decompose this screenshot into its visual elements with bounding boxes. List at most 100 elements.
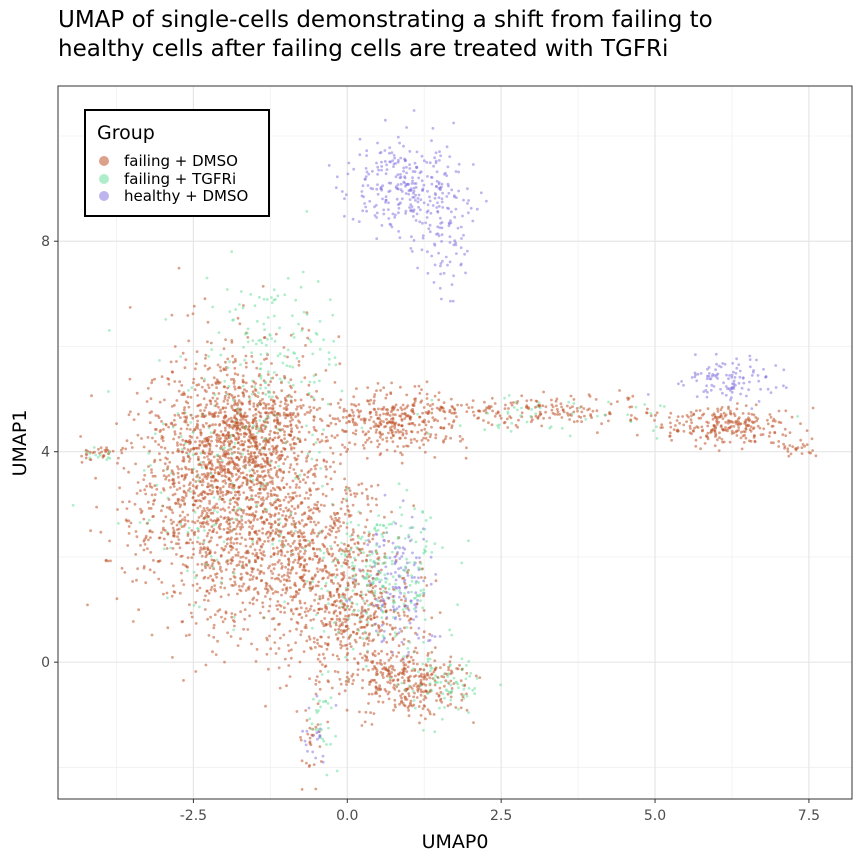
point-failing-tgfri (155, 483, 159, 487)
point-healthy-dmso (462, 198, 465, 202)
point-failing-dmso (205, 520, 209, 523)
point-failing-tgfri (447, 690, 451, 694)
point-failing-dmso (191, 541, 195, 545)
point-failing-dmso (359, 551, 363, 555)
point-failing-tgfri (246, 327, 250, 331)
point-failing-dmso (80, 454, 83, 458)
point-healthy-dmso (439, 154, 442, 158)
point-failing-dmso (253, 462, 257, 466)
point-failing-tgfri (357, 609, 360, 612)
point-failing-dmso (183, 415, 187, 419)
point-failing-dmso (177, 497, 181, 501)
point-failing-dmso (669, 425, 673, 429)
point-failing-dmso (289, 499, 293, 502)
point-healthy-dmso (403, 547, 407, 551)
point-healthy-dmso (398, 627, 402, 631)
point-failing-dmso (183, 502, 187, 505)
point-failing-dmso (409, 701, 412, 705)
point-failing-dmso (206, 485, 209, 489)
point-failing-dmso (439, 698, 442, 702)
point-failing-dmso (315, 554, 319, 558)
point-failing-tgfri (266, 337, 269, 341)
point-failing-tgfri (286, 276, 290, 280)
point-failing-dmso (299, 736, 302, 739)
point-failing-dmso (332, 594, 336, 597)
point-healthy-dmso (385, 168, 389, 172)
point-failing-dmso (284, 514, 288, 518)
point-failing-dmso (290, 504, 294, 508)
point-failing-dmso (121, 500, 124, 504)
point-failing-tgfri (467, 687, 471, 690)
point-failing-dmso (294, 415, 298, 418)
point-failing-dmso (365, 554, 369, 557)
point-failing-dmso (273, 641, 277, 644)
point-failing-tgfri (450, 633, 454, 637)
point-failing-tgfri (432, 677, 436, 680)
point-failing-dmso (247, 438, 250, 442)
point-failing-tgfri (272, 314, 276, 318)
point-failing-dmso (203, 509, 207, 513)
point-failing-tgfri (138, 521, 142, 524)
point-failing-dmso (292, 560, 295, 564)
point-failing-dmso (301, 404, 305, 407)
point-healthy-dmso (401, 551, 405, 555)
point-failing-tgfri (248, 397, 252, 401)
point-failing-dmso (321, 594, 325, 598)
point-failing-dmso (264, 441, 268, 444)
point-failing-dmso (744, 404, 748, 407)
point-failing-dmso (269, 569, 273, 573)
point-failing-dmso (195, 350, 199, 353)
point-failing-dmso (345, 563, 349, 566)
point-failing-tgfri (300, 380, 303, 384)
point-failing-dmso (150, 381, 154, 385)
point-failing-dmso (228, 460, 232, 463)
point-failing-dmso (177, 389, 181, 393)
point-failing-dmso (465, 671, 469, 675)
point-failing-tgfri (262, 297, 266, 301)
point-failing-dmso (306, 471, 310, 474)
point-failing-dmso (406, 414, 409, 418)
point-failing-dmso (224, 390, 228, 394)
point-failing-tgfri (270, 301, 274, 305)
point-failing-dmso (204, 550, 208, 554)
point-healthy-dmso (396, 187, 400, 191)
point-failing-dmso (344, 547, 348, 551)
point-failing-tgfri (241, 452, 244, 456)
point-healthy-dmso (437, 181, 441, 184)
point-healthy-dmso (439, 188, 442, 192)
point-failing-dmso (372, 594, 376, 597)
point-failing-dmso (401, 432, 405, 435)
point-failing-dmso (346, 555, 349, 559)
point-failing-dmso (296, 474, 299, 478)
point-failing-tgfri (398, 506, 402, 509)
point-failing-dmso (177, 450, 181, 453)
point-failing-dmso (390, 420, 394, 424)
point-failing-dmso (678, 421, 681, 425)
point-failing-dmso (324, 569, 328, 573)
point-failing-dmso (157, 443, 161, 446)
point-failing-dmso (305, 459, 308, 463)
point-failing-dmso (311, 547, 315, 550)
point-healthy-dmso (732, 379, 736, 383)
point-failing-dmso (282, 462, 285, 465)
point-healthy-dmso (414, 591, 418, 595)
point-failing-dmso (309, 508, 313, 512)
point-failing-dmso (202, 525, 206, 529)
point-failing-dmso (238, 322, 242, 326)
point-failing-dmso (302, 478, 305, 482)
point-failing-dmso (350, 605, 353, 609)
point-failing-dmso (227, 452, 231, 456)
point-failing-dmso (168, 507, 172, 511)
point-failing-dmso (273, 577, 277, 581)
point-failing-dmso (341, 416, 345, 419)
point-failing-tgfri (192, 467, 196, 471)
point-healthy-dmso (452, 243, 456, 247)
point-failing-dmso (424, 436, 428, 440)
point-failing-dmso (375, 687, 378, 690)
point-failing-dmso (262, 616, 265, 620)
point-failing-dmso (358, 710, 361, 714)
point-failing-dmso (240, 439, 244, 443)
point-failing-dmso (236, 554, 240, 557)
point-healthy-dmso (449, 299, 452, 303)
point-failing-dmso (794, 447, 797, 451)
